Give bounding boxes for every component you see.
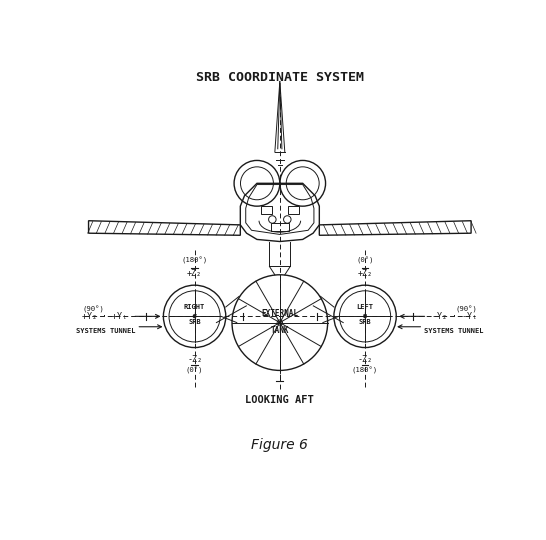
- Text: Figure 6: Figure 6: [251, 438, 308, 453]
- Text: SYSTEMS TUNNEL: SYSTEMS TUNNEL: [76, 328, 135, 334]
- Text: (180°): (180°): [181, 257, 207, 265]
- Text: EXTERNAL: EXTERNAL: [262, 309, 298, 318]
- Circle shape: [193, 315, 196, 318]
- Text: +: +: [192, 311, 197, 318]
- Circle shape: [364, 315, 366, 318]
- Text: -Z₂: -Z₂: [358, 355, 372, 364]
- Text: SRB COORDINATE SYSTEM: SRB COORDINATE SYSTEM: [196, 71, 364, 84]
- Bar: [288, 206, 299, 214]
- Text: +Z₂: +Z₂: [358, 268, 372, 278]
- Text: TANK: TANK: [271, 326, 289, 335]
- Text: (0°): (0°): [186, 367, 203, 374]
- Text: SRB: SRB: [359, 319, 371, 325]
- Text: SYSTEMS TUNNEL: SYSTEMS TUNNEL: [424, 328, 484, 334]
- Text: -Z₂: -Z₂: [187, 355, 202, 364]
- Text: LEFT: LEFT: [357, 304, 373, 310]
- Text: SRB: SRB: [188, 319, 201, 325]
- Circle shape: [279, 321, 281, 323]
- Text: RIGHT: RIGHT: [184, 304, 205, 310]
- Text: (90°): (90°): [455, 306, 477, 313]
- Text: (0°): (0°): [357, 257, 374, 265]
- Bar: [271, 223, 289, 231]
- Text: -Y₂ · -Yₜ: -Y₂ · -Yₜ: [432, 312, 477, 321]
- Bar: [261, 206, 271, 214]
- Text: +Z₂: +Z₂: [187, 268, 202, 278]
- Text: +Y₂ · +Yₜ: +Y₂ · +Yₜ: [82, 312, 127, 321]
- Text: +: +: [363, 311, 367, 318]
- Text: (180°): (180°): [352, 367, 378, 374]
- Text: LOOKING AFT: LOOKING AFT: [246, 395, 314, 404]
- Text: (90°): (90°): [82, 306, 104, 313]
